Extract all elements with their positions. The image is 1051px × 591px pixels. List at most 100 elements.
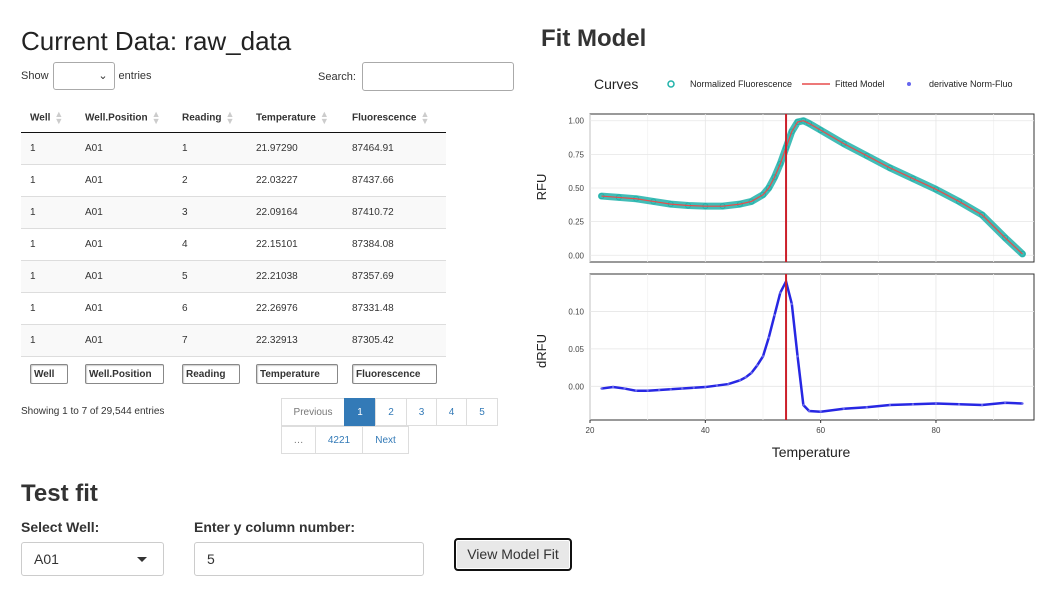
derivative-point <box>802 403 805 407</box>
derivative-point <box>750 371 753 375</box>
normalized-fluorescence-point <box>765 185 772 191</box>
table-row[interactable]: 1 A01 1 21.97290 87464.91 <box>21 132 446 165</box>
table-row[interactable]: 1 A01 7 22.32913 87305.42 <box>21 324 446 357</box>
filter-well[interactable]: Well <box>30 364 68 384</box>
derivative-point <box>646 389 649 392</box>
derivative-point <box>767 336 770 339</box>
x-tick-label: 60 <box>816 426 825 435</box>
page-button-4[interactable]: 4 <box>436 398 467 426</box>
derivative-point <box>773 313 776 317</box>
derivative-point <box>779 291 782 294</box>
y-axis-label-drfu: dRFU <box>534 334 549 368</box>
derivative-point <box>842 407 845 410</box>
view-model-fit-button[interactable]: View Model Fit <box>454 538 572 571</box>
page-button-3[interactable]: 3 <box>406 398 437 426</box>
search-input[interactable] <box>361 62 514 91</box>
table-row[interactable]: 1 A01 2 22.03227 87437.66 <box>21 164 446 197</box>
ycol-input[interactable]: 5 <box>194 542 424 576</box>
y-tick-label: 0.00 <box>568 251 584 260</box>
previous-button[interactable]: Previous <box>281 398 345 426</box>
entries-label: entries <box>118 70 152 82</box>
y-tick-label: 0.25 <box>568 218 584 227</box>
derivative-point <box>761 355 765 358</box>
sort-icon: ▲ ▼ <box>420 109 430 126</box>
page-button-1[interactable]: 1 <box>344 398 376 426</box>
table-row[interactable]: 1 A01 3 22.09164 87410.72 <box>21 196 446 229</box>
derivative-point <box>669 388 672 391</box>
normalized-fluorescence-point <box>863 152 870 159</box>
normalized-fluorescence-point <box>771 174 778 181</box>
sort-icon: ▲ ▼ <box>319 109 329 126</box>
derivative-point <box>623 387 626 390</box>
derivative-point <box>704 385 707 389</box>
x-tick-label: 40 <box>701 426 710 435</box>
x-tick-label: 80 <box>932 426 941 435</box>
filter-well-position[interactable]: Well.Position <box>85 364 164 384</box>
page-button-last[interactable]: 4221 <box>315 426 363 454</box>
legend-key-derivative <box>907 82 911 86</box>
table-row[interactable]: 1 A01 6 22.26976 87331.48 <box>21 292 446 325</box>
filter-temperature[interactable]: Temperature <box>256 364 338 384</box>
fit-model-title: Fit Model <box>541 25 647 52</box>
plot-frame <box>589 273 1035 421</box>
test-fit-title: Test fit <box>21 480 98 507</box>
legend: Curves Normalized Fluorescence Fitted Mo… <box>594 76 1013 92</box>
normalized-fluorescence-point <box>788 128 795 135</box>
filter-row: Well Well.Position Reading Temperature F… <box>21 356 446 391</box>
normalized-fluorescence-point <box>840 140 847 147</box>
normalized-fluorescence-point <box>956 198 963 205</box>
column-header-temperature[interactable]: Temperature ▲ ▼ <box>247 104 343 133</box>
normalized-fluorescence-point <box>979 211 986 218</box>
page-button-5[interactable]: 5 <box>466 398 498 426</box>
derivative-point <box>1021 402 1024 405</box>
select-well-value: A01 <box>34 551 59 567</box>
normalized-fluorescence-point <box>759 191 766 198</box>
derivative-point <box>934 402 938 405</box>
normalized-fluorescence-point <box>886 164 893 171</box>
column-header-well[interactable]: Well ▲ ▼ <box>21 104 76 133</box>
normalized-fluorescence-point <box>1002 234 1009 241</box>
filter-fluorescence[interactable]: Fluorescence <box>352 364 437 384</box>
derivative-point <box>727 382 730 386</box>
derivative-point <box>756 364 759 367</box>
table-info: Showing 1 to 7 of 29,544 entries <box>21 406 165 417</box>
legend-title: Curves <box>594 76 638 92</box>
derivative-point <box>807 409 811 413</box>
legend-label-derivative: derivative Norm-Fluo <box>929 79 1013 89</box>
normalized-fluorescence-point <box>932 186 939 193</box>
derivative-point <box>980 403 984 407</box>
show-label: Show <box>21 70 49 82</box>
normalized-fluorescence-point <box>817 127 824 134</box>
pagination-ellipsis: … <box>281 426 316 454</box>
column-header-fluorescence[interactable]: Fluorescence ▲ ▼ <box>343 104 446 133</box>
rfu-panel: 0.00 0.25 0.50 0.75 1.00 <box>568 113 1035 263</box>
normalized-fluorescence-point <box>909 175 916 182</box>
normalized-fluorescence-point <box>806 120 813 127</box>
sort-icon: ▲ ▼ <box>225 109 235 126</box>
legend-key-normalized <box>667 80 675 88</box>
page-title: Current Data: raw_data <box>21 26 292 56</box>
table-header-row: Well ▲ ▼ Well.Position ▲ ▼ Reading ▲ ▼ Tempera… <box>21 104 446 133</box>
column-header-well-position[interactable]: Well.Position ▲ ▼ <box>76 104 173 133</box>
fit-model-plot: Curves Normalized Fluorescence Fitted Mo… <box>534 76 1035 460</box>
table-row[interactable]: 1 A01 4 22.15101 87384.08 <box>21 228 446 261</box>
y-tick-label: 0.50 <box>568 184 584 193</box>
next-button[interactable]: Next <box>362 426 409 454</box>
filter-reading[interactable]: Reading <box>182 364 240 384</box>
derivative-point <box>865 406 868 409</box>
normalized-fluorescence-point <box>1019 250 1026 257</box>
search-label: Search: <box>318 70 356 83</box>
derivative-point <box>796 355 799 358</box>
select-well-dropdown[interactable]: A01 <box>21 542 164 576</box>
derivative-point <box>692 386 695 390</box>
normalized-fluorescence-point <box>777 160 784 167</box>
entries-select[interactable]: ⌄ <box>52 62 115 90</box>
length-control: Show ⌄ entries <box>21 62 152 90</box>
y-tick-label: 0.00 <box>568 382 584 391</box>
table-row[interactable]: 1 A01 5 22.21038 87357.69 <box>21 260 446 293</box>
page-button-2[interactable]: 2 <box>375 398 407 426</box>
data-table: Well ▲ ▼ Well.Position ▲ ▼ Reading ▲ ▼ Tempera… <box>21 104 446 391</box>
x-axis-label: Temperature <box>772 444 851 460</box>
column-header-reading[interactable]: Reading ▲ ▼ <box>173 104 247 133</box>
y-tick-label: 0.05 <box>568 345 584 354</box>
